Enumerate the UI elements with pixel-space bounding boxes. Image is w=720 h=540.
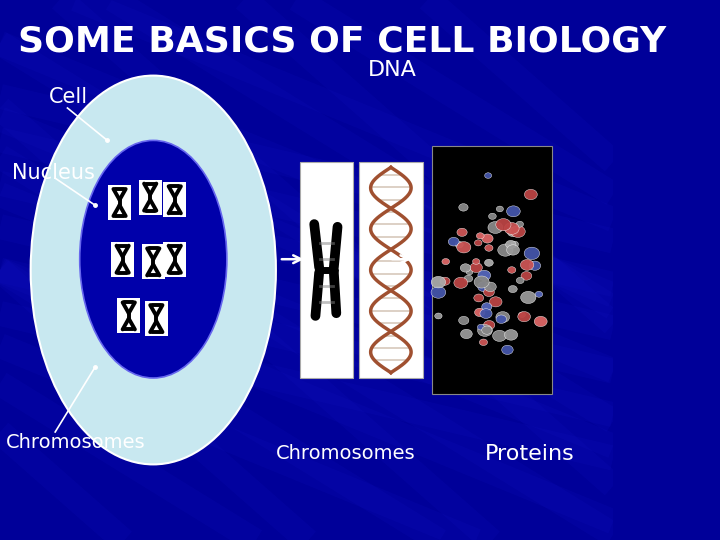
Ellipse shape xyxy=(529,261,541,271)
Ellipse shape xyxy=(431,286,446,298)
Ellipse shape xyxy=(484,321,495,329)
Bar xyxy=(138,179,162,214)
Ellipse shape xyxy=(521,272,532,280)
Ellipse shape xyxy=(485,282,496,292)
Ellipse shape xyxy=(456,241,471,253)
Ellipse shape xyxy=(496,312,510,322)
Ellipse shape xyxy=(477,233,484,239)
Ellipse shape xyxy=(507,206,521,217)
Ellipse shape xyxy=(485,245,493,251)
Ellipse shape xyxy=(534,316,547,327)
Text: Chromosomes: Chromosomes xyxy=(6,433,145,453)
Ellipse shape xyxy=(508,228,518,237)
Text: Nucleus: Nucleus xyxy=(12,163,95,183)
Bar xyxy=(359,162,423,378)
Ellipse shape xyxy=(477,325,485,330)
Bar xyxy=(300,162,353,378)
Ellipse shape xyxy=(485,173,492,178)
Ellipse shape xyxy=(480,309,492,319)
Ellipse shape xyxy=(524,190,537,200)
Text: Chromosomes: Chromosomes xyxy=(276,444,415,463)
Ellipse shape xyxy=(502,345,513,354)
Ellipse shape xyxy=(442,259,449,265)
Ellipse shape xyxy=(508,267,516,273)
Ellipse shape xyxy=(482,303,492,311)
Bar xyxy=(142,244,165,280)
Ellipse shape xyxy=(518,312,526,318)
Ellipse shape xyxy=(505,329,518,340)
Text: DNA: DNA xyxy=(368,60,417,80)
Ellipse shape xyxy=(510,226,526,238)
Ellipse shape xyxy=(480,339,487,346)
Bar xyxy=(163,242,186,276)
Ellipse shape xyxy=(474,276,489,288)
Ellipse shape xyxy=(474,308,485,316)
Text: Cell: Cell xyxy=(49,87,88,107)
Ellipse shape xyxy=(507,245,519,255)
Ellipse shape xyxy=(457,228,467,237)
Ellipse shape xyxy=(508,286,517,293)
Ellipse shape xyxy=(496,206,503,212)
Ellipse shape xyxy=(431,276,446,288)
Ellipse shape xyxy=(496,315,507,323)
Ellipse shape xyxy=(477,325,492,336)
Ellipse shape xyxy=(455,241,463,248)
Ellipse shape xyxy=(518,312,531,322)
Ellipse shape xyxy=(504,222,519,234)
Ellipse shape xyxy=(485,259,493,266)
Ellipse shape xyxy=(490,297,502,307)
Bar xyxy=(432,146,552,394)
Ellipse shape xyxy=(516,221,523,227)
Ellipse shape xyxy=(489,213,496,219)
Ellipse shape xyxy=(459,316,469,325)
Ellipse shape xyxy=(472,259,480,265)
Ellipse shape xyxy=(459,204,468,211)
Ellipse shape xyxy=(510,241,518,247)
Ellipse shape xyxy=(466,269,473,275)
Ellipse shape xyxy=(80,140,227,378)
Ellipse shape xyxy=(449,238,459,246)
Bar xyxy=(108,185,131,220)
Ellipse shape xyxy=(482,234,493,243)
Text: Proteins: Proteins xyxy=(485,443,574,464)
Ellipse shape xyxy=(492,330,506,341)
Ellipse shape xyxy=(505,240,516,249)
Ellipse shape xyxy=(516,278,524,284)
Ellipse shape xyxy=(440,277,450,285)
Ellipse shape xyxy=(464,275,473,282)
Ellipse shape xyxy=(460,264,471,272)
Ellipse shape xyxy=(496,219,511,231)
Ellipse shape xyxy=(454,277,468,288)
Ellipse shape xyxy=(521,291,536,303)
Text: SOME BASICS OF CELL BIOLOGY: SOME BASICS OF CELL BIOLOGY xyxy=(19,24,667,58)
Ellipse shape xyxy=(474,240,482,246)
Ellipse shape xyxy=(435,313,442,319)
Ellipse shape xyxy=(482,326,492,334)
Bar xyxy=(163,182,186,217)
Ellipse shape xyxy=(477,281,490,292)
Bar xyxy=(117,298,140,333)
Ellipse shape xyxy=(498,244,513,256)
Ellipse shape xyxy=(461,329,472,339)
Ellipse shape xyxy=(484,288,495,296)
Bar xyxy=(111,242,134,276)
Ellipse shape xyxy=(478,270,490,280)
Ellipse shape xyxy=(488,221,503,233)
Ellipse shape xyxy=(470,262,482,273)
Bar xyxy=(145,301,168,336)
Ellipse shape xyxy=(524,247,539,260)
Ellipse shape xyxy=(31,76,276,464)
Ellipse shape xyxy=(474,294,484,302)
Ellipse shape xyxy=(535,291,543,297)
Ellipse shape xyxy=(521,260,534,271)
